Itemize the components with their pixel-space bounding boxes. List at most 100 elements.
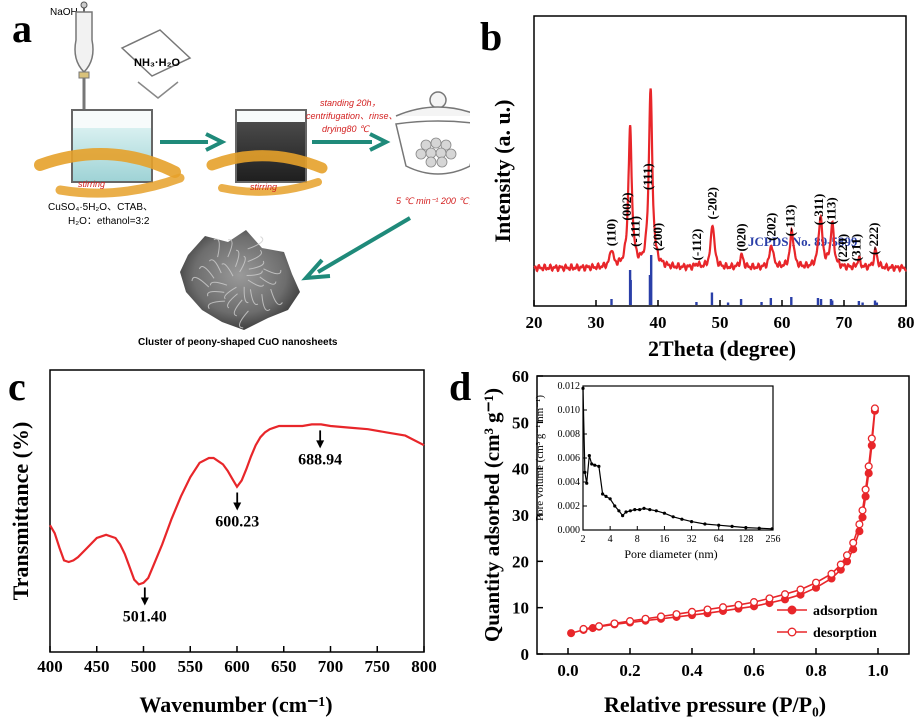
nh3-bottle-icon [120,29,192,99]
bet-x-tick-label: 0.0 [557,661,578,680]
ftir-annotation-arrowhead [233,502,242,511]
adsorption-point [567,629,576,638]
pore-distribution-point [590,462,594,466]
inset-y-tick-label: 0.008 [558,429,581,440]
legend-label-desorption: desorption [813,626,877,641]
desorption-point [672,610,681,619]
ftir-peak-label: 501.40 [123,608,167,625]
inset-x-tick-label: 32 [687,534,697,545]
pore-distribution-point [624,510,628,514]
xrd-peak-label: (-111) [628,216,643,247]
bet-y-tick-label: 50 [512,413,529,432]
pore-distribution-point [642,506,646,510]
xrd-x-tick-label: 30 [588,313,605,332]
pore-distribution-point [601,492,605,496]
bet-x-tick-label: 0.6 [743,661,764,680]
desorption-point [703,605,712,614]
inset-x-tick-label: 8 [635,534,640,545]
bet-x-tick-label: 0.4 [681,661,703,680]
desorption-point [765,594,774,603]
calcination-label: 5 ℃ min⁻¹ 200 ℃，6h [396,196,470,206]
pore-distribution-point [604,494,608,498]
desorption-point [780,590,790,599]
ftir-annotation-arrowhead [140,597,149,606]
pore-distribution-point [662,511,667,515]
xrd-x-tick-label: 40 [650,313,667,332]
inset-x-tick-label: 16 [659,534,669,545]
bet-x-tick-label: 0.2 [619,661,640,680]
desorption-point [836,560,845,569]
legend-label-adsorption: adsorption [813,604,878,619]
ftir-x-tick-label: 650 [271,657,297,676]
pore-distribution-point [770,527,774,531]
pore-distribution-point [654,509,658,513]
bet-y-tick-label: 60 [512,367,529,386]
inset-y-axis-label: Pore volume (cm³ g⁻¹ nm⁻¹) [534,395,546,521]
xrd-peak-label: (111) [640,163,655,190]
ftir-x-tick-label: 500 [131,657,157,676]
legend-marker-adsorption [787,605,797,615]
pore-distribution-point [621,514,625,518]
panel-letter-a: a [12,6,32,51]
pore-distribution-point [717,523,721,527]
bet-y-tick-label: 0 [521,645,530,664]
pore-distribution-point [638,508,642,512]
xrd-x-tick-label: 60 [774,313,791,332]
pore-distribution-point [628,509,632,513]
desorption-point [796,585,805,594]
pore-distribution-point [671,515,675,519]
bet-x-tick-label: 1.0 [867,661,888,680]
desorption-point [749,598,759,607]
xrd-peak-label: (110) [604,219,619,246]
nh3-label: NH₃·H₂O [134,57,180,69]
pore-distribution-point [633,508,637,512]
pore-distribution-point [597,464,601,468]
xrd-pattern-line [533,88,907,273]
xrd-peak-label: (020) [734,223,749,251]
bet-chart: d Quantity adsorbed (cm³ g⁻¹) Relative p… [449,364,910,717]
step-line-2: centrifugation、rinse、 [306,111,398,121]
desorption-point [718,603,728,612]
ftir-x-tick-label: 550 [178,657,204,676]
xrd-peak-label: (-113) [783,205,798,237]
arrow-down-left-icon [301,216,412,281]
bet-y-tick-label: 10 [512,599,529,618]
desorption-point [656,612,666,621]
xrd-peak-label: (-222) [866,223,881,256]
bet-x-axis-label: Relative pressure (P/P₀) [604,692,826,717]
naoh-label: NaOH [50,7,78,18]
desorption-point [867,434,876,443]
inset-x-tick-label: 256 [766,534,781,545]
pore-distribution-point [757,526,761,530]
ftir-spectrum-line [49,423,425,586]
cuo-nanosheet-cluster-image [180,230,300,330]
stirring-label-2: stirring [250,182,277,192]
panel-letter-c: c [8,364,26,409]
desorption-point [687,607,697,616]
desorption-point [811,578,821,587]
beaker-2-icon [206,109,328,196]
desorption-point [842,551,852,560]
inset-x-tick-label: 128 [738,534,753,545]
synthesis-scheme: a NaOH NH₃·H₂O stirring CuSO₄·5H₂O、CTAB、… [12,1,488,348]
pore-distribution-point [648,508,652,512]
xrd-peak-label: (-202) [705,187,720,220]
xrd-peak-label: (-112) [689,229,704,261]
xrd-peak-label: (-311) [811,194,826,226]
inset-y-tick-label: 0.010 [558,405,581,416]
panel-letter-b: b [480,14,502,59]
pore-distribution-point [703,522,707,526]
desorption-point [625,617,635,626]
arrow-right-icon [160,132,227,152]
pore-distribution-point [585,481,589,485]
xrd-x-tick-label: 70 [836,313,853,332]
inset-y-tick-label: 0.012 [558,381,581,392]
inset-x-axis-label: Pore diameter (nm) [624,547,717,561]
ftir-chart: c Transmittance (%) Wavenumber (cm⁻¹) 40… [8,364,437,717]
ftir-x-tick-label: 750 [365,657,391,676]
ftir-plot-frame [49,369,425,653]
xrd-x-tick-label: 80 [898,313,915,332]
bet-y-tick-label: 20 [512,552,529,571]
ftir-x-tick-label: 400 [37,657,63,676]
cluster-caption: Cluster of peony-shaped CuO nanosheets [138,337,338,348]
